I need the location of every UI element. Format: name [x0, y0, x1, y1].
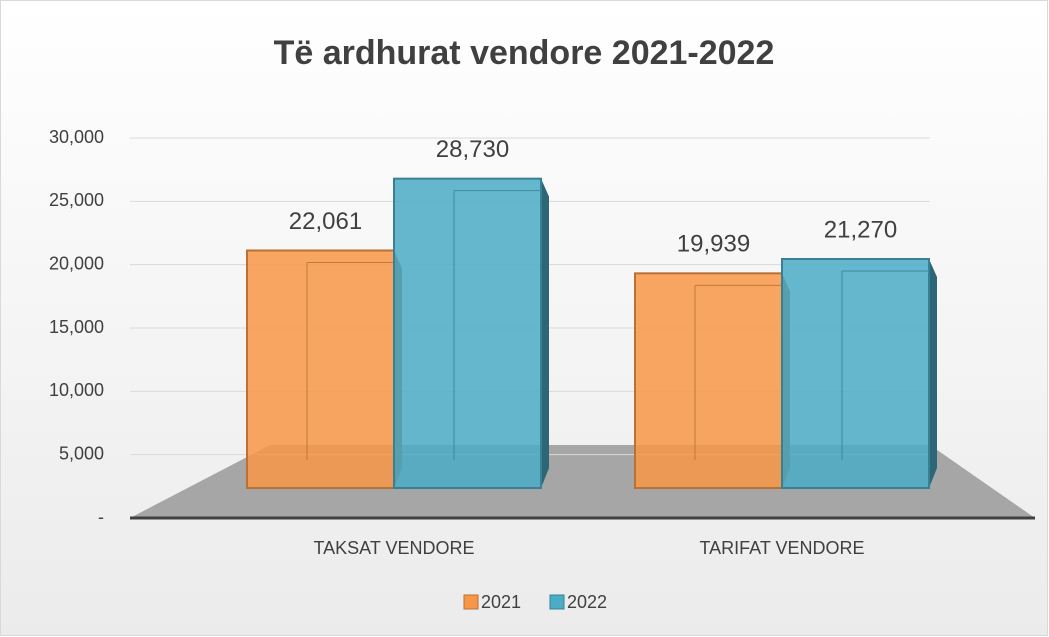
y-tick-label: 25,000 [49, 190, 104, 210]
data-label: 21,270 [824, 216, 897, 243]
legend-label: 2021 [481, 592, 521, 612]
data-label: 28,730 [436, 136, 509, 163]
y-tick-label: 15,000 [49, 317, 104, 337]
legend-swatch [549, 594, 565, 610]
data-label: 22,061 [289, 208, 362, 235]
bar [781, 257, 930, 490]
legend-swatch [463, 594, 479, 610]
bar [393, 177, 542, 489]
data-label: 19,939 [677, 231, 750, 258]
chart-title: Të ardhurat vendore 2021-2022 [274, 34, 775, 72]
bar-side [541, 178, 549, 489]
y-tick-label: 20,000 [49, 253, 104, 273]
x-tick-label: TARIFAT VENDORE [699, 538, 864, 558]
y-tick-label: - [98, 507, 104, 527]
bar [246, 249, 395, 489]
bar [634, 272, 783, 489]
legend-label: 2022 [567, 592, 607, 612]
x-tick-label: TAKSAT VENDORE [313, 538, 474, 558]
y-tick-label: 10,000 [49, 380, 104, 400]
y-tick-label: 30,000 [49, 127, 104, 147]
bar-side [929, 258, 937, 488]
y-tick-label: 5,000 [59, 443, 104, 463]
